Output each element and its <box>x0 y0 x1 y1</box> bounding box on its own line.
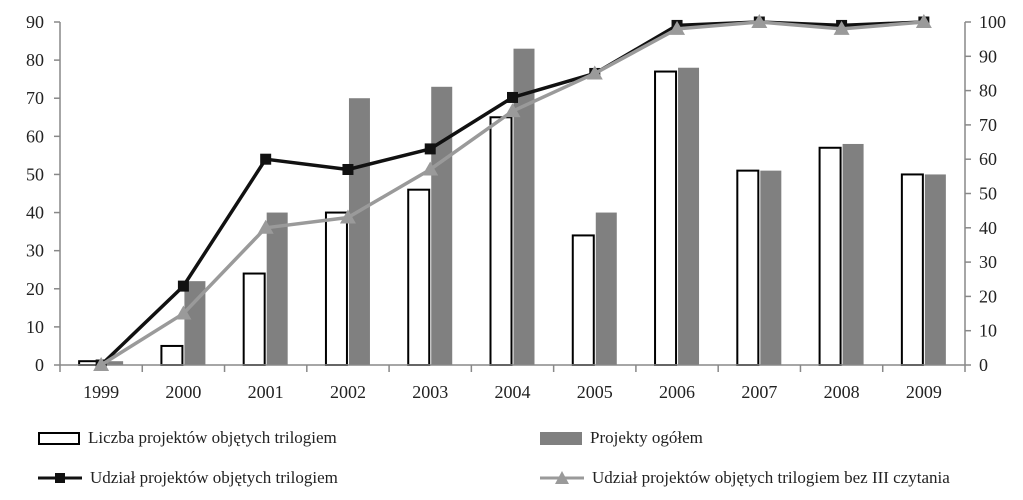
right-tick-label: 20 <box>979 286 997 306</box>
bar-2-2009 <box>924 174 946 365</box>
x-tick-label-2002: 2002 <box>330 382 366 402</box>
legend-item-line-2: Udział projektów objętych trilogiem bez … <box>540 468 950 488</box>
point-square-2002 <box>342 163 354 175</box>
bar-2-2005 <box>595 212 617 365</box>
right-tick-label: 80 <box>979 81 997 101</box>
point-triangle-2004 <box>504 103 521 118</box>
bar-2-2001 <box>266 212 288 365</box>
x-tick-label-1999: 1999 <box>83 382 119 402</box>
left-tick-label: 40 <box>26 203 44 223</box>
right-tick-label: 50 <box>979 184 997 204</box>
point-triangle-2001 <box>257 219 274 234</box>
legend-label: Udział projektów objętych trilogiem bez … <box>592 468 950 487</box>
bar-2-2008 <box>842 143 864 365</box>
left-tick-label: 80 <box>26 50 44 70</box>
point-square-2000 <box>177 280 189 292</box>
right-tick-label: 30 <box>979 252 997 272</box>
point-triangle-2005 <box>586 65 603 80</box>
bar-1-2006 <box>654 70 678 367</box>
bar-2-1999 <box>102 361 124 365</box>
legend-label: Liczba projektów objętych trilogiem <box>88 428 337 447</box>
x-tick-label-2006: 2006 <box>659 382 695 402</box>
bar-2-2000 <box>184 281 206 365</box>
legend: Liczba projektów objętych trilogiem Proj… <box>0 412 1023 500</box>
bar-1-2005 <box>571 234 595 366</box>
x-tick-label-2007: 2007 <box>741 382 777 402</box>
point-square-2003 <box>424 143 436 155</box>
right-tick-label: 70 <box>979 115 997 135</box>
point-triangle-2009 <box>915 14 932 28</box>
left-tick-label: 70 <box>26 88 44 108</box>
x-tick-label-2008: 2008 <box>824 382 860 402</box>
left-tick-label: 20 <box>26 279 44 299</box>
left-tick-label: 10 <box>26 317 44 337</box>
bar-1-2008 <box>818 146 842 366</box>
left-tick-label: 90 <box>26 12 44 32</box>
bar-2-2004 <box>513 48 535 366</box>
right-tick-label: 0 <box>979 355 988 375</box>
legend-swatch-white-bar <box>38 431 80 445</box>
x-tick-label-2003: 2003 <box>412 382 448 402</box>
right-tick-label: 100 <box>979 12 1006 32</box>
legend-item-line-1: Udział projektów objętych trilogiem <box>38 468 338 488</box>
x-tick-label-2009: 2009 <box>906 382 942 402</box>
point-square-2001 <box>260 153 272 165</box>
chart: 0 10 20 30 40 50 60 70 80 90 0 10 20 30 40 50 60 70 80 90 10… <box>26 12 1006 402</box>
bar-2-2002 <box>348 98 370 365</box>
left-tick-label: 30 <box>26 241 44 261</box>
x-tick-label-2005: 2005 <box>577 382 613 402</box>
lines-layer <box>93 14 932 371</box>
bar-1-2003 <box>407 188 431 366</box>
right-tick-label: 60 <box>979 149 997 169</box>
legend-label: Projekty ogółem <box>590 428 703 447</box>
left-tick-label: 60 <box>26 126 44 146</box>
left-tick-label: 50 <box>26 164 44 184</box>
point-triangle-2006 <box>669 20 686 35</box>
bar-1-2007 <box>736 169 760 366</box>
point-triangle-2002 <box>339 209 356 224</box>
point-triangle-2003 <box>422 161 439 176</box>
left-tick-label: 0 <box>35 355 44 375</box>
bar-1-2001 <box>242 272 266 366</box>
axes-layer <box>54 21 971 372</box>
bar-2-2007 <box>760 170 782 365</box>
legend-swatch-gray-line <box>540 471 584 484</box>
bar-1-2000 <box>160 344 184 367</box>
point-triangle-1999 <box>93 357 110 371</box>
x-tick-label-2000: 2000 <box>165 382 201 402</box>
point-square-2004 <box>507 91 518 103</box>
bar-2-2006 <box>678 67 700 365</box>
bar-2-2003 <box>431 86 453 366</box>
x-tick-label-2004: 2004 <box>495 382 531 402</box>
legend-swatch-gray-bar <box>540 431 582 445</box>
legend-swatch-black-line <box>38 473 82 483</box>
legend-item-bar-1: Liczba projektów objętych trilogiem <box>38 428 337 448</box>
right-tick-label: 10 <box>979 321 997 341</box>
right-tick-label: 90 <box>979 46 997 66</box>
x-tick-label-2001: 2001 <box>248 382 284 402</box>
legend-label: Udział projektów objętych trilogiem <box>90 468 338 487</box>
bar-1-2004 <box>489 116 513 367</box>
bar-1-2002 <box>324 211 348 366</box>
point-triangle-2007 <box>751 14 768 28</box>
bar-1-2009 <box>900 173 924 366</box>
tick-labels: 0 10 20 30 40 50 60 70 80 90 0 10 20 30 40 50 60 70 80 90 10… <box>26 12 1006 402</box>
right-tick-label: 40 <box>979 218 997 238</box>
legend-item-bar-2: Projekty ogółem <box>540 428 703 448</box>
point-triangle-2000 <box>175 305 192 320</box>
point-triangle-2008 <box>833 20 850 35</box>
